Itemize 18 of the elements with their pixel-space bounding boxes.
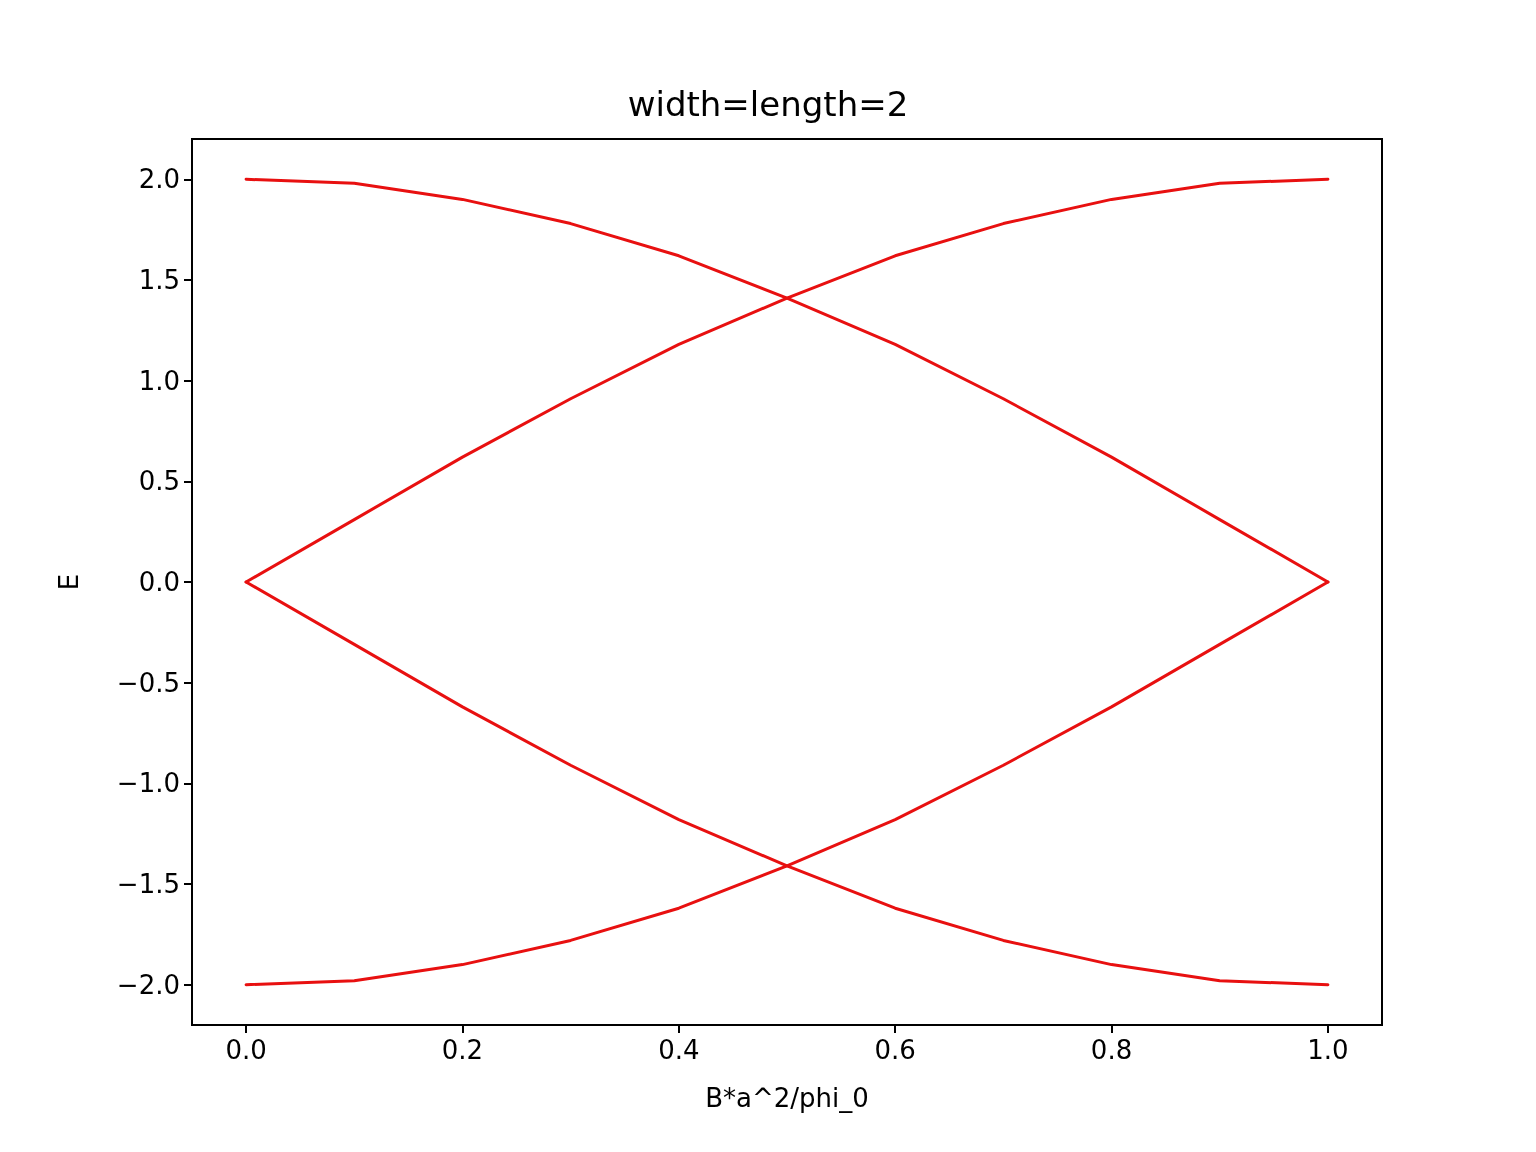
- x-tick-label: 0.4: [658, 1035, 700, 1065]
- y-axis-title: E: [54, 573, 84, 591]
- x-tick-label: 0.0: [225, 1035, 267, 1065]
- x-tick-label: 1.0: [1307, 1035, 1349, 1065]
- x-axis-title: B*a^2/phi_0: [705, 1083, 869, 1113]
- y-tick-label: 1.5: [138, 264, 180, 295]
- y-tick-label: −1.5: [116, 869, 180, 900]
- y-tick-label: 0.0: [138, 567, 180, 597]
- y-tick-label: 2.0: [138, 164, 180, 195]
- x-tick-label: 0.2: [441, 1035, 484, 1065]
- x-tick-label: 0.6: [874, 1035, 916, 1065]
- y-tick-label: 1.0: [138, 365, 180, 396]
- x-tick-label: 0.8: [1090, 1035, 1133, 1065]
- y-tick-label: −0.5: [116, 667, 180, 698]
- y-tick-label: −1.0: [116, 768, 180, 799]
- chart-title: width=length=2: [627, 84, 909, 124]
- y-tick-label: 0.5: [138, 466, 180, 497]
- y-tick-label: −2.0: [116, 969, 180, 1000]
